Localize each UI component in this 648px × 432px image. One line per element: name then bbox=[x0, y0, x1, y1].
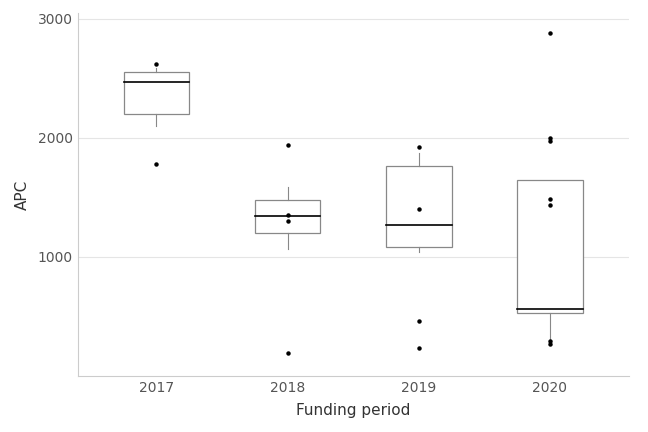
Bar bbox=[386, 166, 452, 248]
X-axis label: Funding period: Funding period bbox=[296, 403, 410, 418]
Bar bbox=[517, 180, 583, 313]
Bar bbox=[255, 200, 320, 233]
Y-axis label: APC: APC bbox=[14, 179, 29, 210]
Bar bbox=[124, 72, 189, 114]
